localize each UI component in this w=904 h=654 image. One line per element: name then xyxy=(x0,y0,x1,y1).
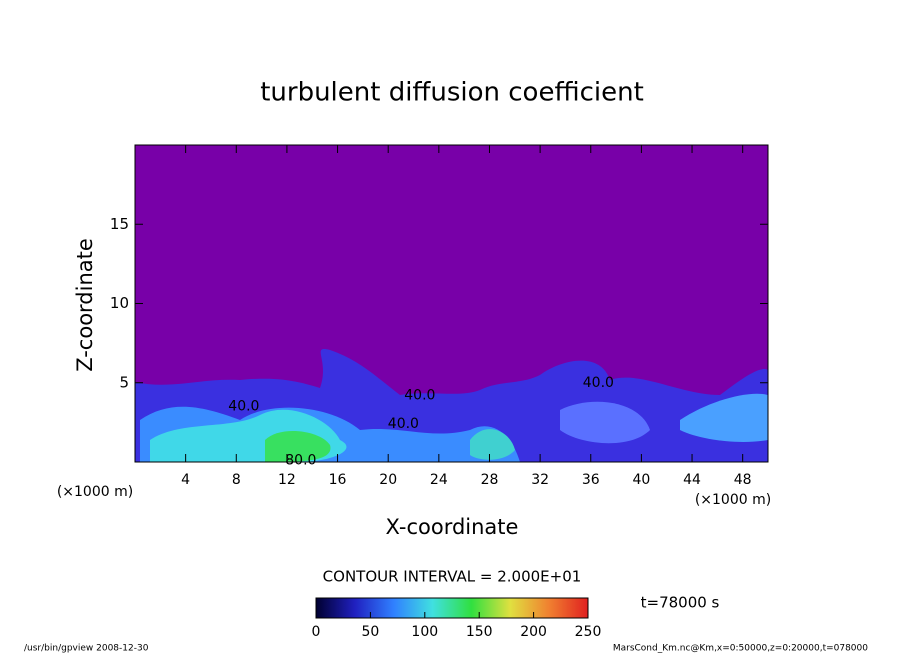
contour-label: 80.0 xyxy=(285,452,316,468)
contour-interval: CONTOUR INTERVAL = 2.000E+01 xyxy=(323,568,582,586)
y-tick-label: 10 xyxy=(110,294,129,312)
colorbar xyxy=(315,597,589,619)
x-tick-label: 24 xyxy=(430,472,448,488)
x-tick-label: 36 xyxy=(582,472,600,488)
x-tick-label: 12 xyxy=(278,472,296,488)
x-tick-label: 28 xyxy=(481,472,499,488)
colorbar-tick-label: 50 xyxy=(361,624,379,640)
x-tick-label: 4 xyxy=(181,472,190,488)
field xyxy=(135,349,768,462)
y-tick-label: 5 xyxy=(119,373,129,391)
x-tick-label: 48 xyxy=(734,472,752,488)
time-label: t=78000 s xyxy=(641,594,720,612)
x-tick-label: 20 xyxy=(379,472,397,488)
colorbar-tick-label: 200 xyxy=(520,624,547,640)
footer-right: MarsCond_Km.nc@Km,x=0:50000,z=0:20000,t=… xyxy=(613,644,868,654)
contour-label: 40.0 xyxy=(583,375,614,391)
contour-label: 40.0 xyxy=(404,387,435,403)
colorbar-tick-label: 100 xyxy=(411,624,438,640)
contour-label: 40.0 xyxy=(388,416,419,432)
y-axis-label: Z-coordinate xyxy=(73,238,97,372)
colorbar-tick-label: 150 xyxy=(466,624,493,640)
chart-title: turbulent diffusion coefficient xyxy=(260,78,644,108)
x-tick-label: 8 xyxy=(232,472,241,488)
x-axis-label: X-coordinate xyxy=(386,515,519,539)
x-tick-label: 16 xyxy=(329,472,347,488)
footer-left: /usr/bin/gpview 2008-12-30 xyxy=(24,644,149,654)
colorbar-tick-label: 0 xyxy=(312,624,321,640)
x-tick-label: 32 xyxy=(531,472,549,488)
x-tick-label: 44 xyxy=(683,472,701,488)
contour-label: 40.0 xyxy=(228,399,259,415)
y-unit: (×1000 m) xyxy=(57,484,133,500)
colorbar-tick-label: 250 xyxy=(575,624,602,640)
x-unit: (×1000 m) xyxy=(695,492,771,508)
x-tick-label: 40 xyxy=(632,472,650,488)
y-tick-label: 15 xyxy=(110,215,129,233)
